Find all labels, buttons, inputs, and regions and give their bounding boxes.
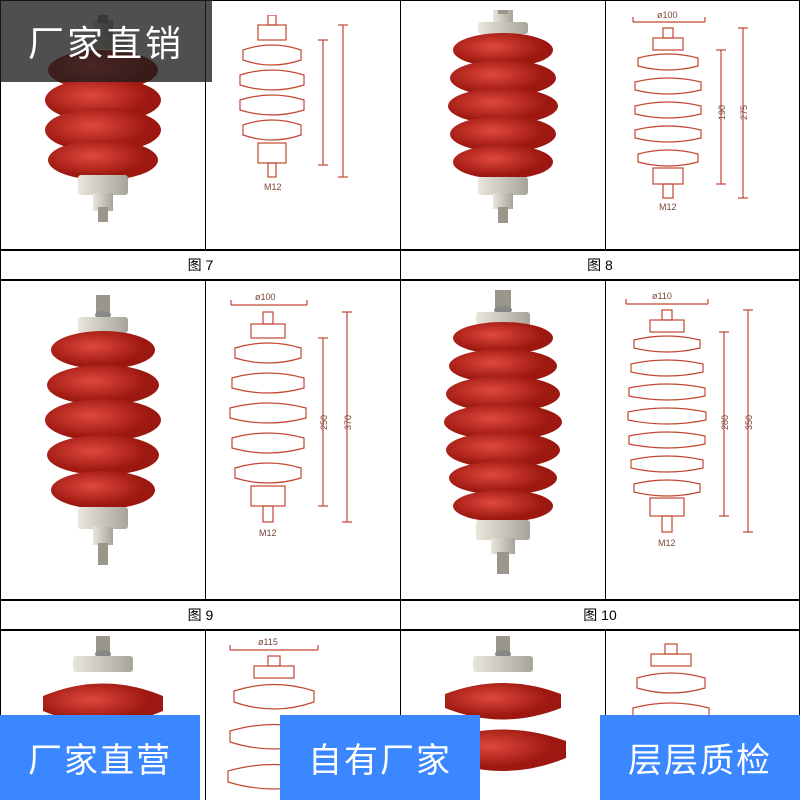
svg-text:M12: M12	[259, 528, 277, 538]
banner-bottom-mid: 自有厂家	[280, 715, 480, 800]
fig-caption: 图 7	[188, 255, 214, 275]
svg-text:ø100: ø100	[255, 292, 276, 302]
svg-text:ø110: ø110	[652, 291, 672, 301]
banner-bottom-right: 层层质检	[600, 715, 800, 800]
svg-text:280: 280	[720, 415, 730, 430]
svg-text:190: 190	[717, 105, 727, 120]
svg-text:M12: M12	[264, 182, 282, 192]
svg-text:ø115: ø115	[258, 637, 278, 647]
fig-caption: 图 9	[188, 605, 214, 625]
svg-text:ø100: ø100	[657, 10, 678, 20]
svg-text:370: 370	[343, 415, 353, 430]
svg-text:250: 250	[319, 415, 329, 430]
banner-top-left: 厂家直销	[0, 0, 212, 82]
banner-bottom-left: 厂家直营	[0, 715, 200, 800]
fig-caption: 图 8	[587, 255, 613, 275]
fig-caption: 图 10	[583, 605, 616, 625]
svg-text:M12: M12	[659, 202, 677, 212]
svg-text:350: 350	[744, 415, 754, 430]
svg-text:275: 275	[739, 105, 749, 120]
svg-text:M12: M12	[658, 538, 676, 548]
